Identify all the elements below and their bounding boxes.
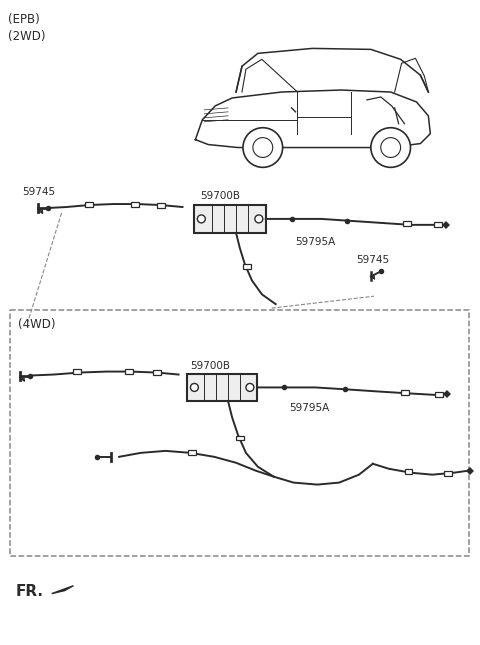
Bar <box>73 369 82 374</box>
Bar <box>10 310 469 556</box>
Circle shape <box>191 384 198 392</box>
Polygon shape <box>52 586 73 593</box>
Text: 59700B: 59700B <box>200 191 240 201</box>
Bar <box>403 221 410 226</box>
Bar <box>243 264 251 269</box>
Text: 59700B: 59700B <box>190 361 230 371</box>
Circle shape <box>243 128 283 167</box>
Bar <box>85 201 93 206</box>
Text: (4WD): (4WD) <box>18 318 56 331</box>
Text: (EPB)
(2WD): (EPB) (2WD) <box>8 13 46 43</box>
Bar <box>405 469 412 474</box>
Text: 59795A: 59795A <box>289 403 330 413</box>
Bar <box>157 203 165 208</box>
Bar <box>188 374 257 401</box>
Circle shape <box>253 137 273 157</box>
Bar <box>131 201 139 206</box>
Bar <box>125 369 133 374</box>
Circle shape <box>197 215 205 223</box>
Text: 59745: 59745 <box>356 255 389 264</box>
Text: FR.: FR. <box>16 584 44 599</box>
Circle shape <box>381 137 401 157</box>
Bar <box>444 471 452 476</box>
Text: 59745: 59745 <box>22 187 55 197</box>
Circle shape <box>371 128 410 167</box>
Circle shape <box>255 215 263 223</box>
Bar <box>194 205 266 233</box>
Bar <box>401 390 408 395</box>
Bar <box>189 450 196 455</box>
Bar <box>435 392 443 397</box>
Bar <box>153 370 161 375</box>
Circle shape <box>246 384 254 392</box>
Text: 59795A: 59795A <box>296 237 336 247</box>
Bar <box>236 435 244 441</box>
Bar <box>434 223 442 227</box>
